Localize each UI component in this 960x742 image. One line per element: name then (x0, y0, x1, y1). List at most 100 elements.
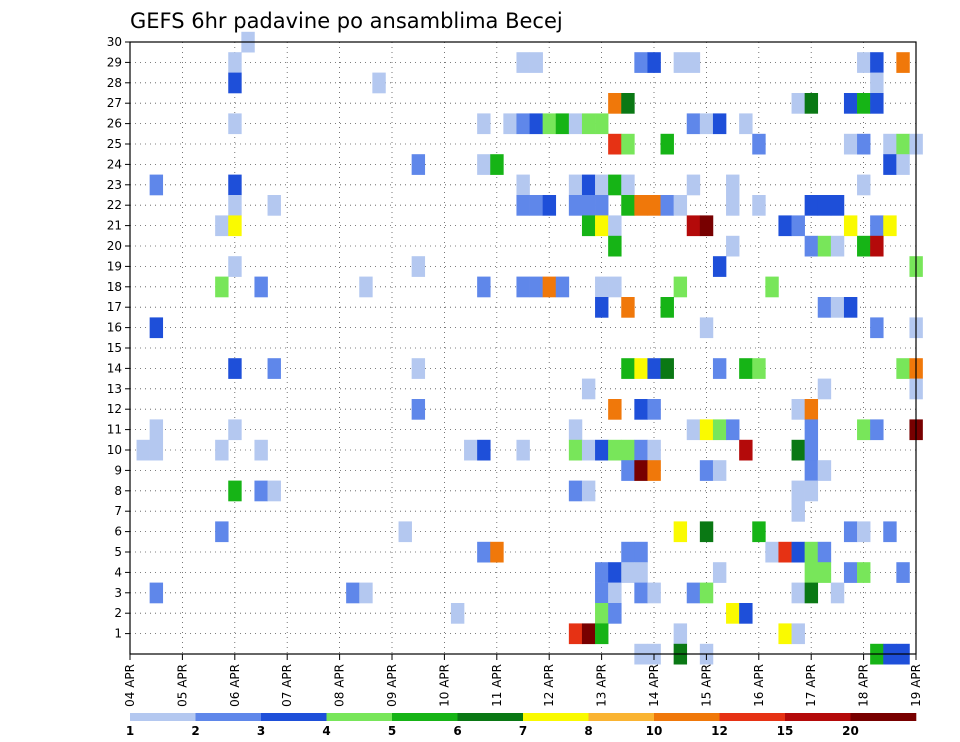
heatmap-cell (621, 358, 635, 379)
heatmap-cell (830, 235, 845, 257)
heatmap-cell (726, 603, 740, 624)
heatmap-cell (581, 439, 596, 461)
heatmap-cell (830, 297, 845, 318)
heatmap-cell (542, 276, 557, 298)
heatmap-cell (726, 235, 740, 257)
y-tick-label: 24 (107, 157, 122, 171)
heatmap-cell (673, 276, 688, 298)
heatmap-cell (896, 52, 910, 73)
heatmap-cell (568, 195, 583, 216)
heatmap-cell (804, 480, 819, 502)
heatmap-cell (647, 52, 661, 73)
heatmap-cell (411, 256, 426, 277)
x-tick-label: 04 APR (123, 664, 137, 707)
heatmap-cell (581, 215, 596, 237)
y-tick-label: 30 (107, 35, 122, 49)
heatmap-cell (699, 317, 714, 339)
colorbar-label: 1 (126, 724, 134, 738)
heatmap-cell (634, 358, 648, 379)
heatmap-cell (817, 195, 832, 216)
heatmap-cell (267, 195, 281, 216)
heatmap-cell (254, 276, 268, 298)
heatmap-cell (149, 582, 164, 604)
heatmap-cell (647, 358, 661, 379)
heatmap-cell (228, 215, 242, 237)
heatmap-cell (621, 195, 635, 216)
colorbar-label: 6 (453, 724, 461, 738)
heatmap-cell (752, 358, 766, 379)
heatmap-cell (581, 113, 596, 135)
heatmap-cell (149, 174, 164, 196)
y-tick-label: 20 (107, 239, 122, 253)
y-tick-label: 5 (114, 545, 122, 559)
heatmap-cell (647, 439, 661, 461)
heatmap-cell (791, 582, 805, 604)
heatmap-cell (568, 113, 583, 135)
heatmap-cell (608, 603, 622, 624)
heatmap-cell (817, 235, 832, 257)
heatmap-cell (516, 52, 530, 73)
heatmap-cell (647, 460, 661, 481)
x-tick-label: 16 APR (752, 664, 766, 707)
colorbar-label: 15 (777, 724, 794, 738)
x-tick-label: 17 APR (804, 664, 818, 707)
heatmap-cell (660, 195, 674, 216)
heatmap-cell (608, 439, 622, 461)
heatmap-cell (608, 174, 622, 196)
heatmap-cell (843, 215, 858, 237)
heatmap-cell (739, 603, 753, 624)
heatmap-cell (568, 623, 583, 645)
heatmap-cell (228, 72, 242, 94)
heatmap-cell (752, 133, 766, 155)
heatmap-cell (673, 521, 688, 543)
colorbar-label: 20 (842, 724, 859, 738)
heatmap-cell (411, 358, 426, 379)
y-axis: 1234567891011121314151617181920212223242… (107, 35, 130, 641)
colorbar-label: 7 (519, 724, 527, 738)
colorbar-label: 8 (584, 724, 592, 738)
heatmap-cell (804, 195, 819, 216)
heatmap-cell (817, 541, 832, 563)
colorbar-segment (588, 713, 655, 721)
heatmap-cell (634, 460, 648, 481)
heatmap-cell (686, 174, 701, 196)
heatmap-cell (621, 541, 635, 563)
heatmap-cell (608, 276, 622, 298)
heatmap-cell (228, 113, 242, 135)
heatmap-cell (857, 174, 871, 196)
plot-grid (130, 42, 917, 654)
heatmap-cell (699, 215, 714, 237)
x-tick-label: 11 APR (490, 664, 504, 707)
heatmap-cell (896, 133, 910, 155)
heatmap-cell (398, 521, 412, 543)
heatmap-cell (595, 195, 609, 216)
heatmap-cell (817, 460, 832, 481)
colorbar-segment (130, 713, 196, 721)
heatmap-cell (647, 195, 661, 216)
colorbar-label: 10 (646, 724, 663, 738)
heatmap-cell (516, 174, 530, 196)
heatmap-cell (581, 378, 596, 400)
heatmap-cell (608, 582, 622, 604)
heatmap-cell (634, 52, 648, 73)
heatmap-cell (830, 195, 845, 216)
heatmap-cell (555, 113, 570, 135)
y-tick-label: 7 (114, 504, 122, 518)
heatmap-cell (778, 215, 792, 237)
heatmap-cell (581, 623, 596, 645)
y-tick-label: 3 (114, 586, 122, 600)
heatmap-cell (830, 582, 845, 604)
heatmap-cell (870, 72, 884, 94)
colorbar-segment (850, 713, 917, 721)
x-tick-label: 07 APR (280, 664, 294, 707)
heatmap-cell (791, 541, 805, 563)
colorbar-segment (457, 713, 524, 721)
y-tick-label: 12 (107, 402, 122, 416)
heatmap-cell (477, 276, 491, 298)
colorbar-label: 12 (711, 724, 728, 738)
y-tick-label: 17 (107, 300, 122, 314)
heatmap-cell (883, 154, 897, 175)
heatmap-cell (215, 276, 229, 298)
heatmap-cell (529, 113, 543, 135)
heatmap-cells (136, 31, 923, 665)
